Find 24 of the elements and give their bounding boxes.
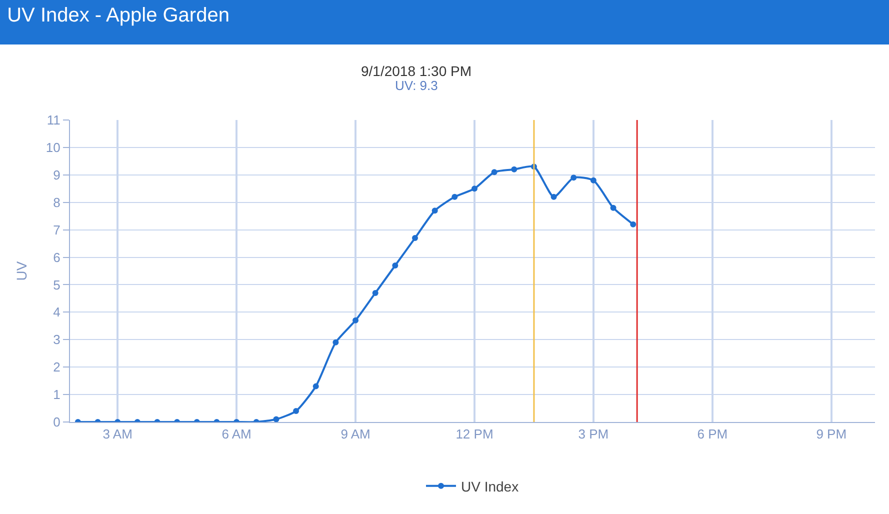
y-axis-title: UV bbox=[14, 260, 30, 281]
y-tick-label: 1 bbox=[53, 387, 60, 402]
y-tick-label: 7 bbox=[53, 222, 60, 238]
x-tick-label: 3 PM bbox=[578, 426, 609, 442]
y-tick-label: 8 bbox=[53, 194, 60, 210]
y-tick-label: 3 bbox=[53, 332, 60, 348]
y-tick-label: 6 bbox=[53, 250, 60, 265]
x-tick-label: 9 PM bbox=[816, 426, 847, 442]
y-tick-label: 9 bbox=[53, 167, 60, 182]
text: 9/1/2018 1:30 PM bbox=[361, 63, 472, 79]
x-tick-label: 6 AM bbox=[222, 426, 252, 442]
x-tick-label: 3 AM bbox=[102, 426, 132, 442]
y-tick-label: 0 bbox=[53, 414, 60, 430]
chart-title: UV Index - Apple Garden bbox=[7, 4, 230, 27]
x-tick-label: 12 PM bbox=[456, 426, 494, 442]
y-tick-label: 2 bbox=[53, 360, 60, 375]
legend-label: UV Index bbox=[461, 478, 519, 494]
y-tick-label: 10 bbox=[46, 140, 60, 155]
y-tick-label: 4 bbox=[53, 304, 60, 320]
text: UV: 9.3 bbox=[395, 78, 438, 93]
x-tick-label: 9 AM bbox=[340, 426, 370, 442]
x-tick-label: 6 PM bbox=[697, 426, 728, 442]
y-tick-label: 5 bbox=[53, 277, 60, 292]
y-tick-label: 11 bbox=[46, 112, 60, 128]
